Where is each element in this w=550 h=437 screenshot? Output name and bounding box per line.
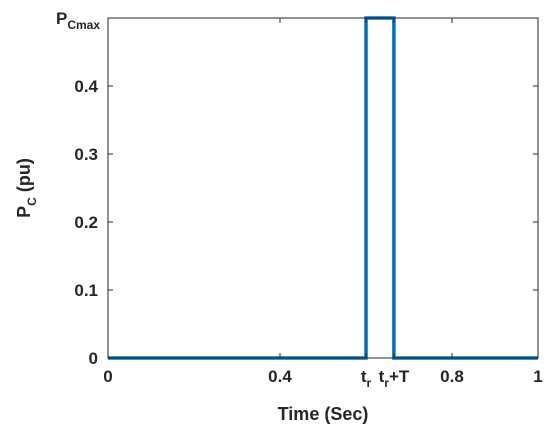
y-axis-label-rest: (pu) [14,158,34,197]
plot-area [108,18,538,358]
y-special-tick-label: PCmax [56,9,100,32]
x-special-tick-label-1: tr+T [379,367,410,390]
axes-box [107,17,539,359]
y-axis-label-sub: C [25,197,39,206]
y-tick-label-3: 0.3 [74,145,98,164]
x-axis-label: Time (Sec) [278,404,369,424]
x-tick-label-2: 0.8 [440,367,464,386]
y-axis-label: PC (pu) [14,158,39,218]
y-axis-label-main: P [14,206,34,218]
x-tick-label-0: 0 [103,367,112,386]
x-special-tick-label-0: tr [361,367,372,390]
y-tick-label-1: 0.1 [74,281,98,300]
x-tick-label-3: 1 [533,367,542,386]
y-tick-label-4: 0.4 [74,77,98,96]
x-tick-label-1: 0.4 [268,367,292,386]
y-tick-label-0: 0 [89,349,98,368]
y-tick-label-2: 0.2 [74,213,98,232]
